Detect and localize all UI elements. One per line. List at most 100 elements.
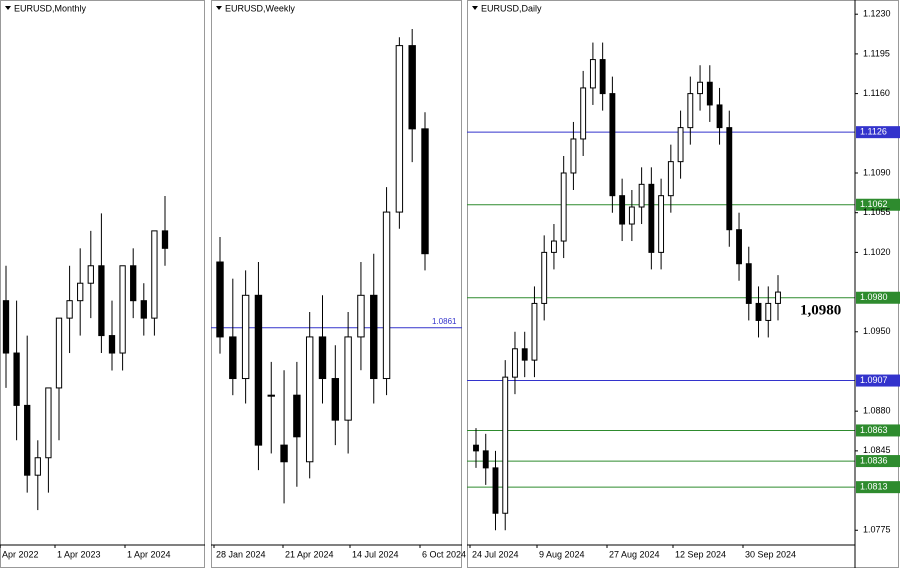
candle-body (716, 104, 723, 129)
level-label: 1.0907 (860, 375, 888, 385)
level-label-bg (856, 374, 900, 387)
y-tick-label: 1.0775 (863, 525, 891, 535)
candle-body (216, 261, 224, 338)
candle-body (241, 294, 250, 380)
level-label-bg (856, 198, 900, 211)
y-tick-label: 1.1090 (863, 167, 891, 177)
candle-body (599, 59, 606, 95)
candle-body (24, 404, 31, 476)
level-label: 1.0863 (860, 425, 888, 435)
panel-frame (467, 0, 899, 568)
candle-body (706, 81, 713, 106)
candle-body (628, 206, 635, 225)
price-annotation: 1,0980 (800, 302, 841, 318)
candle-body (2, 300, 10, 354)
panel-menu-icon (216, 6, 222, 10)
x-tick-label: 28 Jan 2024 (216, 549, 266, 559)
candle-body (745, 263, 752, 304)
x-tick-label: 6 Oct 2024 (422, 549, 466, 559)
y-tick-label: 1.0950 (863, 326, 891, 336)
candle-body (619, 195, 626, 225)
panel-frame (211, 0, 462, 568)
x-tick-label: 24 Jul 2024 (472, 549, 519, 559)
candle-body (318, 336, 327, 380)
candle-body (531, 302, 538, 361)
candle-body (87, 265, 94, 284)
level-label: 1.0980 (860, 292, 888, 302)
candle-body (98, 265, 105, 337)
candle-body (726, 127, 733, 231)
panel-title: EURUSD,Monthly (14, 3, 87, 13)
candle-body (305, 336, 314, 463)
x-tick-label: 12 Sep 2024 (675, 549, 726, 559)
candle-body (736, 229, 742, 265)
candle-body (512, 348, 518, 378)
candle-body (293, 394, 301, 438)
candle-body (331, 378, 340, 421)
level-label-bg (856, 291, 900, 304)
candle-body (473, 444, 479, 452)
candle-body (589, 59, 596, 89)
candle-body (55, 317, 63, 389)
candle-body (551, 240, 557, 253)
candle-body (140, 300, 147, 319)
candle-body (130, 265, 137, 302)
level-label: 1.0813 (860, 482, 888, 492)
y-tick-label: 1.0880 (863, 406, 891, 416)
candle-body (492, 467, 499, 514)
x-tick-label: 9 Aug 2024 (539, 549, 585, 559)
candle-body (344, 336, 352, 421)
candle-body (775, 291, 781, 304)
level-label: 1.0861 (432, 317, 457, 326)
candle-body (161, 230, 169, 249)
x-tick-label: 30 Sep 2024 (745, 549, 796, 559)
x-tick-label: Apr 2022 (2, 549, 39, 559)
candle-body (667, 161, 674, 197)
y-tick-label: 1.1195 (863, 48, 890, 58)
level-label: 1.1062 (860, 199, 888, 209)
candle-body (677, 127, 684, 163)
candle-body (755, 302, 762, 321)
y-tick-label: 1.0845 (863, 445, 891, 455)
candle-body (13, 352, 20, 406)
candle-body (521, 348, 528, 361)
level-label-bg (856, 126, 900, 139)
candle-body (482, 450, 489, 469)
candle-body (382, 211, 391, 380)
y-tick-label: 1.1020 (863, 247, 891, 257)
level-label-bg (856, 455, 900, 468)
candle-body (560, 172, 567, 242)
candle-body (267, 394, 275, 397)
candle-body (408, 45, 416, 130)
candle-body (395, 45, 404, 213)
x-tick-label: 1 Apr 2024 (127, 549, 171, 559)
candle-body (151, 230, 158, 319)
candle-body (648, 183, 655, 253)
candle-body (280, 444, 288, 463)
candle-body (66, 300, 73, 319)
x-tick-label: 27 Aug 2024 (609, 549, 660, 559)
candle-body (119, 265, 126, 354)
candle-body (580, 87, 587, 140)
panel-title: EURUSD,Daily (481, 3, 542, 13)
x-tick-label: 1 Apr 2023 (57, 549, 101, 559)
level-label-bg (856, 424, 900, 437)
candle-body (570, 138, 577, 174)
panel-menu-icon (5, 6, 11, 10)
candle-body (502, 376, 509, 514)
level-label: 1.1126 (860, 127, 887, 137)
panel-title: EURUSD,Weekly (225, 3, 295, 13)
candle-body (638, 183, 645, 208)
y-tick-label: 1.1055 (863, 207, 891, 217)
candle-body (77, 282, 84, 302)
candle-body (541, 251, 548, 304)
candle-body (229, 336, 237, 380)
candle-body (421, 128, 429, 255)
candle-body (108, 335, 116, 354)
candle-body (34, 457, 41, 476)
panel-menu-icon (472, 6, 478, 10)
x-tick-label: 14 Jul 2024 (352, 549, 399, 559)
candle-body (765, 302, 772, 321)
candle-body (697, 81, 703, 95)
